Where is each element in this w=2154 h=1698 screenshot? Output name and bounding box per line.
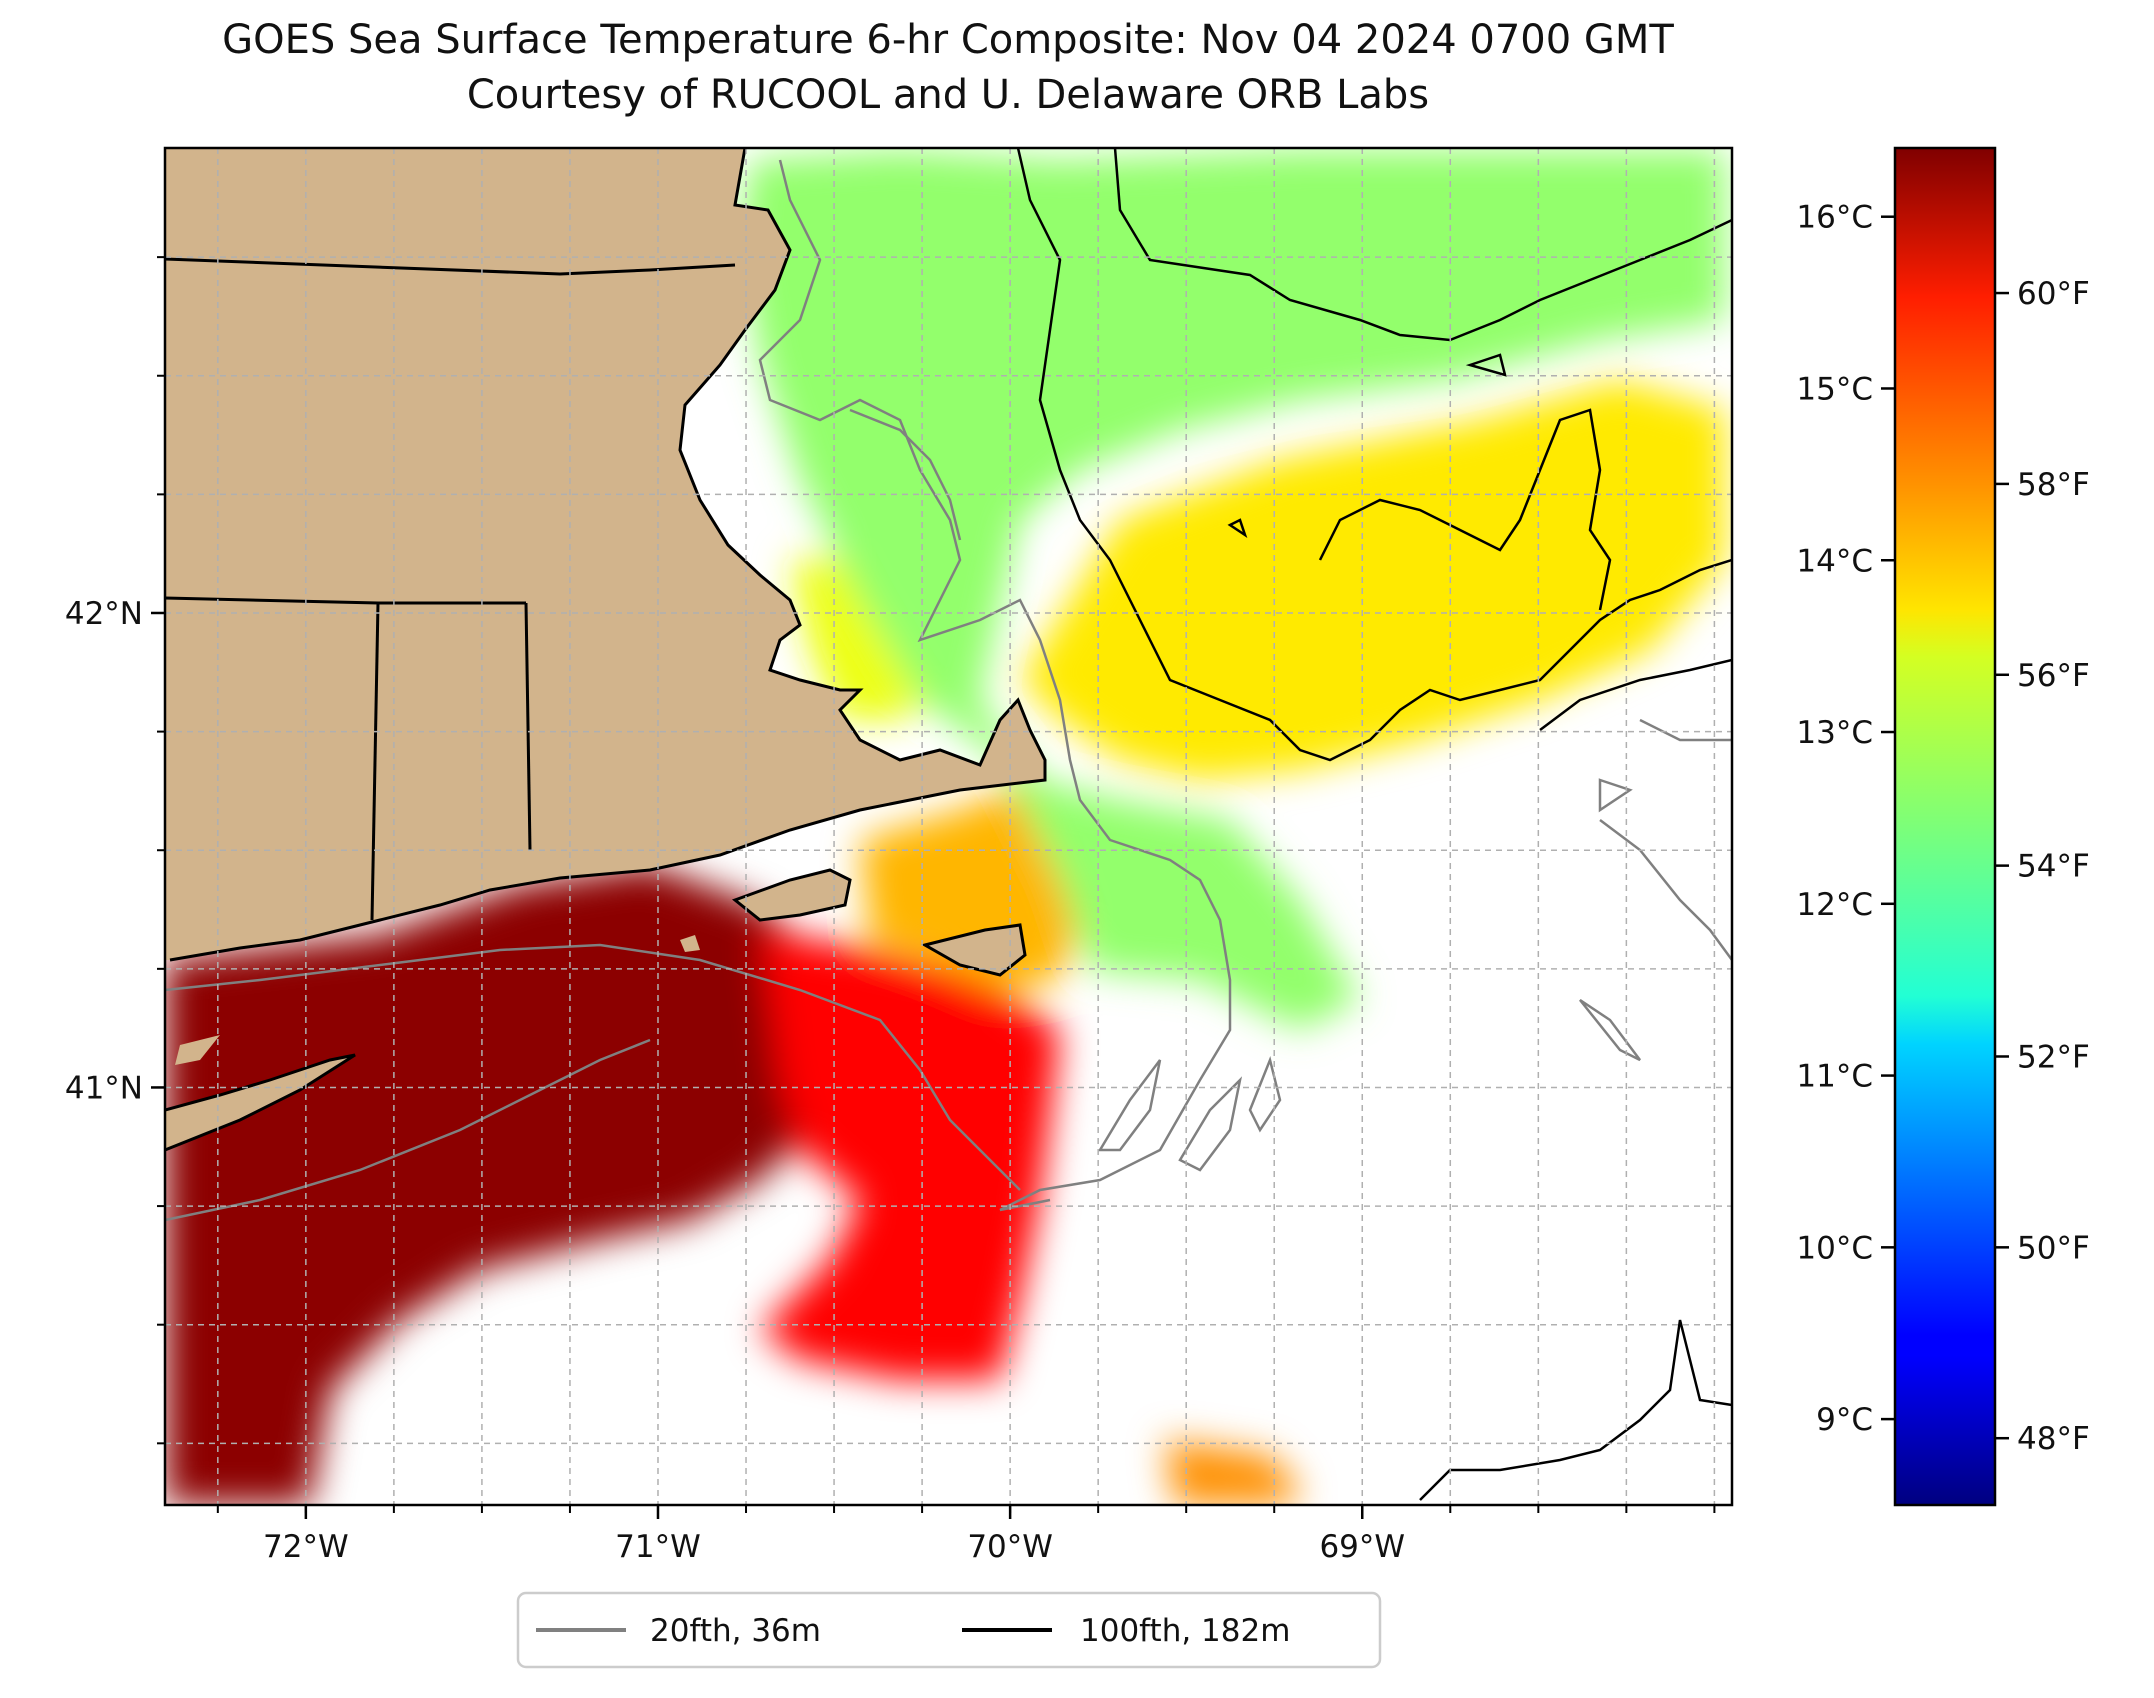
celsius-tick-label: 15°C <box>1796 371 1873 407</box>
fahrenheit-tick-label: 58°F <box>2017 467 2090 503</box>
border-ct-ri <box>370 602 380 921</box>
colorbar-gradient <box>1893 146 1997 1507</box>
state-borders <box>165 257 736 921</box>
border-ri-ma <box>524 602 532 851</box>
sst-patch-nantucket-shoals <box>860 780 1080 990</box>
fahrenheit-axis: 48°F 50°F 52°F 54°F 56°F 58°F 60°F <box>1995 276 2090 1457</box>
celsius-tick-label: 14°C <box>1796 543 1873 579</box>
title-line-2: Courtesy of RUCOOL and U. Delaware ORB L… <box>467 72 1429 118</box>
title-line-1: GOES Sea Surface Temperature 6-hr Compos… <box>222 17 1674 63</box>
sst-patch-south-east-warm <box>760 930 1060 1380</box>
celsius-tick-label: 16°C <box>1796 200 1873 236</box>
fahrenheit-tick-label: 50°F <box>2017 1230 2090 1266</box>
latitude-axis: 42°N 41°N <box>65 256 165 1445</box>
fahrenheit-tick-label: 54°F <box>2017 849 2090 885</box>
x-tick-label: 70°W <box>967 1529 1053 1565</box>
fahrenheit-tick-label: 48°F <box>2017 1421 2090 1457</box>
x-tick-label: 71°W <box>615 1529 701 1565</box>
fahrenheit-tick-label: 56°F <box>2017 658 2090 694</box>
celsius-tick-label: 12°C <box>1796 887 1873 923</box>
longitude-axis: 72°W 71°W 70°W 69°W <box>216 1505 1716 1565</box>
map-panel: 72°W 71°W 70°W 69°W 42°N 41°N <box>65 146 1734 1565</box>
legend: 20fth, 36m 100fth, 182m <box>516 1591 1382 1669</box>
land-block-island <box>680 935 700 952</box>
land-new-england <box>165 148 1045 960</box>
coastline <box>165 148 1047 1152</box>
sst-patch-south-east-small <box>1165 1440 1300 1505</box>
gridlines <box>165 148 1732 1505</box>
legend-box <box>516 1591 1382 1669</box>
celsius-axis: 9°C 10°C 11°C 12°C 13°C 14°C 15°C 16°C <box>1796 200 1895 1438</box>
fahrenheit-tick-label: 52°F <box>2017 1039 2090 1075</box>
isobath-100fth <box>1016 148 1732 1501</box>
celsius-tick-label: 13°C <box>1796 715 1873 751</box>
land-marthas-vineyard <box>735 870 850 920</box>
sst-patch-gulf-of-maine-north <box>740 150 1725 1030</box>
celsius-tick-label: 11°C <box>1796 1059 1873 1095</box>
colorbar: 9°C 10°C 11°C 12°C 13°C 14°C 15°C 16°C 48°F 50°F… <box>1796 146 2090 1507</box>
x-tick-label: 69°W <box>1319 1529 1405 1565</box>
x-tick-label: 72°W <box>263 1529 349 1565</box>
map-frame <box>163 146 1734 1507</box>
isobath-20fth <box>165 159 1732 1222</box>
sst-patch-gulf-of-maine-south <box>1020 380 1725 780</box>
y-tick-label: 41°N <box>65 1070 143 1106</box>
sst-patch-south-warm-core <box>165 865 870 1505</box>
land <box>165 148 1045 1150</box>
legend-label-20fth: 20fth, 36m <box>650 1613 821 1649</box>
fahrenheit-tick-label: 60°F <box>2017 276 2090 312</box>
sst-field <box>165 150 1725 1505</box>
border-ma-nh <box>165 257 736 276</box>
y-tick-label: 42°N <box>65 596 143 632</box>
celsius-tick-label: 10°C <box>1796 1230 1873 1266</box>
land-long-island <box>165 1055 355 1150</box>
celsius-tick-label: 9°C <box>1816 1402 1873 1438</box>
land-nantucket <box>925 925 1025 975</box>
land-long-island-fork <box>175 1035 220 1065</box>
legend-label-100fth: 100fth, 182m <box>1080 1613 1290 1649</box>
